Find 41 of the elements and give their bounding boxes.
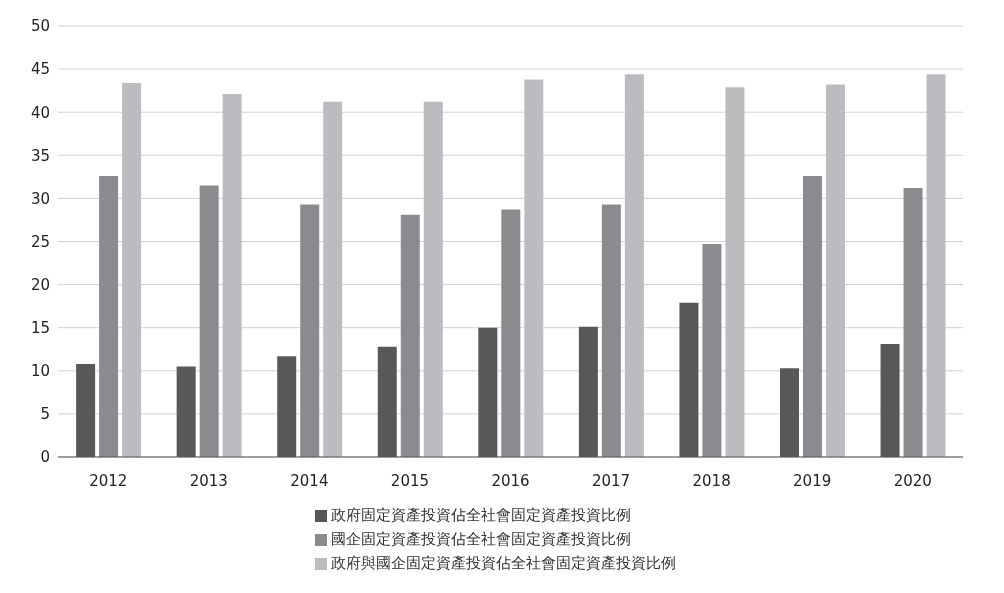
y-tick-label: 35 <box>30 146 50 165</box>
x-tick-label: 2019 <box>793 471 832 490</box>
y-tick-label: 10 <box>30 362 50 381</box>
legend-label: 政府固定資產投資佔全社會固定資產投資比例 <box>331 506 631 524</box>
bar <box>702 244 722 457</box>
x-tick-label: 2017 <box>591 471 631 490</box>
x-tick-label: 2020 <box>893 471 932 490</box>
bar <box>323 101 343 457</box>
bar <box>400 214 420 457</box>
y-tick-label: 50 <box>30 17 50 36</box>
y-tick-label: 15 <box>30 319 50 338</box>
bar <box>624 74 644 457</box>
x-tick-label: 2013 <box>189 471 228 490</box>
x-tick-label: 2012 <box>89 471 128 490</box>
bar <box>423 101 443 457</box>
bar <box>300 204 320 457</box>
x-tick-label: 2014 <box>290 471 329 490</box>
y-tick-label: 30 <box>30 189 50 208</box>
y-tick-label: 45 <box>30 60 50 79</box>
legend-label: 政府與國企固定資產投資佔全社會固定資產投資比例 <box>331 554 676 572</box>
bar <box>903 188 923 457</box>
x-tick-label: 2016 <box>491 471 530 490</box>
x-tick-label: 2018 <box>692 471 731 490</box>
legend-label: 國企固定資產投資佔全社會固定資產投資比例 <box>331 530 631 548</box>
y-tick-label: 20 <box>30 275 50 294</box>
bar <box>501 209 521 457</box>
bar <box>222 94 242 457</box>
bar <box>99 175 119 457</box>
bar <box>825 84 845 457</box>
bar <box>802 175 822 457</box>
bar <box>725 87 745 457</box>
bar <box>524 79 544 457</box>
bar <box>122 82 142 457</box>
bar <box>199 185 219 457</box>
y-tick-label: 0 <box>40 448 50 467</box>
x-tick-label: 2015 <box>390 471 430 490</box>
y-tick-label: 40 <box>30 103 50 122</box>
y-tick-label: 25 <box>30 232 50 251</box>
bar <box>926 74 946 457</box>
y-tick-label: 5 <box>40 405 50 424</box>
bar <box>601 204 621 457</box>
